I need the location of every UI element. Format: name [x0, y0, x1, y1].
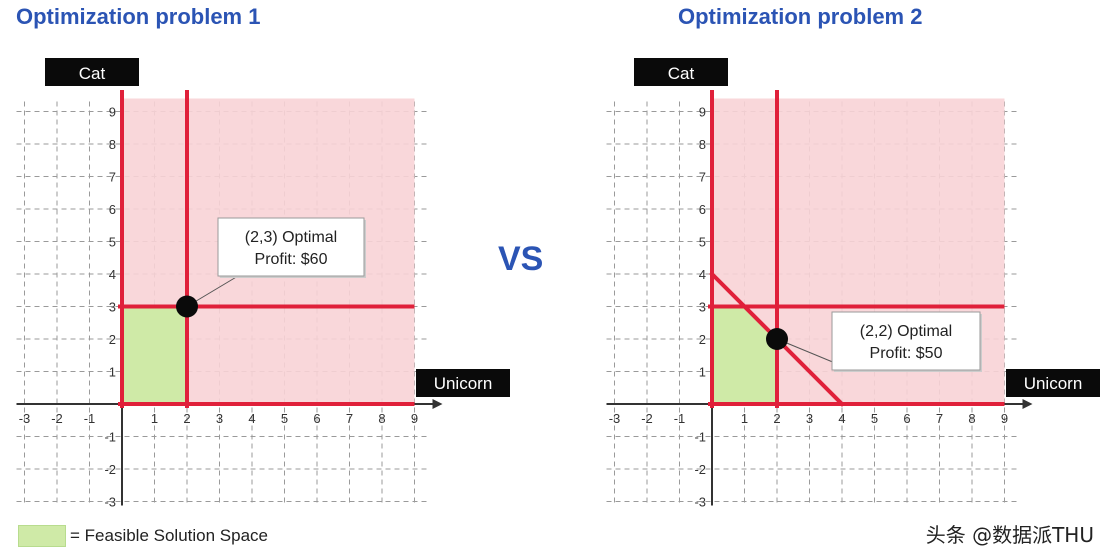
x-tick-label: 2 [773, 411, 780, 426]
y-tick-label: 1 [109, 365, 116, 380]
callout-line-2: Profit: $60 [255, 251, 328, 268]
y-tick-label: 1 [699, 365, 706, 380]
y-tick-label: 5 [699, 235, 706, 250]
y-tick-label: 3 [699, 300, 706, 315]
x-tick-label: 7 [346, 411, 353, 426]
y-axis-label-box [634, 58, 728, 86]
optimal-point [766, 328, 788, 350]
y-axis-label: Cat [79, 64, 106, 83]
y-tick-label: 8 [699, 137, 706, 152]
y-tick-label: -2 [104, 462, 116, 477]
callout-box [831, 311, 981, 371]
x-axis-label-box [416, 369, 510, 397]
feasible-region [122, 306, 187, 404]
x-tick-label: 6 [903, 411, 910, 426]
x-tick-label: 8 [968, 411, 975, 426]
y-tick-label: 5 [109, 235, 116, 250]
legend: = Feasible Solution Space [18, 524, 268, 548]
x-tick-label: 5 [281, 411, 288, 426]
x-tick-label: 8 [378, 411, 385, 426]
y-tick-label: 3 [109, 300, 116, 315]
y-tick-label: 7 [699, 170, 706, 185]
y-tick-label: 7 [109, 170, 116, 185]
x-tick-label: 4 [838, 411, 845, 426]
x-tick-label: 1 [741, 411, 748, 426]
panel-2-title: Optimization problem 2 [678, 4, 923, 29]
x-tick-label: 1 [151, 411, 158, 426]
callout-line-1: (2,3) Optimal [245, 229, 337, 246]
chart-2: -3 -2 -1 1 2 3 4 5 6 7 8 9 9 8 7 6 5 4 3 2 1 -1 -2 -3 Unicorn Cat… [606, 58, 1100, 510]
y-tick-label: 2 [699, 332, 706, 347]
x-tick-label: 2 [183, 411, 190, 426]
x-tick-label: 9 [411, 411, 418, 426]
x-tick-label: 6 [313, 411, 320, 426]
y-axis-label: Cat [668, 64, 695, 83]
callout-line-1: (2,2) Optimal [860, 323, 952, 340]
y-tick-label: 4 [699, 267, 706, 282]
y-tick-label: 9 [699, 105, 706, 120]
y-tick-label: -3 [104, 495, 116, 510]
panel-1-title: Optimization problem 1 [16, 4, 261, 29]
x-axis-arrow-icon [432, 399, 443, 409]
y-tick-label: -2 [694, 462, 706, 477]
x-tick-label: -1 [84, 411, 96, 426]
feasible-region [712, 306, 777, 404]
x-tick-label: 9 [1001, 411, 1008, 426]
x-axis-label-box [1006, 369, 1100, 397]
vs-label: VS [498, 240, 544, 278]
y-tick-label: 8 [109, 137, 116, 152]
x-tick-label: 5 [871, 411, 878, 426]
x-axis-arrow-icon [1022, 399, 1033, 409]
x-tick-label: 3 [216, 411, 223, 426]
x-tick-label: 3 [806, 411, 813, 426]
callout-box [217, 217, 365, 277]
x-tick-label: -2 [641, 411, 653, 426]
y-tick-label: 6 [109, 202, 116, 217]
x-tick-label: 4 [248, 411, 255, 426]
y-tick-label: -1 [694, 430, 706, 445]
x-tick-label: -2 [51, 411, 63, 426]
legend-text: = Feasible Solution Space [70, 526, 268, 545]
feasible-legend-swatch [18, 525, 66, 547]
y-axis-label-box [45, 58, 139, 86]
x-tick-label: -3 [19, 411, 31, 426]
y-tick-label: -3 [694, 495, 706, 510]
x-tick-label: -3 [609, 411, 621, 426]
x-tick-label: 7 [936, 411, 943, 426]
x-axis-label: Unicorn [1024, 374, 1083, 393]
y-tick-label: 4 [109, 267, 116, 282]
watermark: 头条 @数据派THU [925, 523, 1094, 547]
y-tick-label: 6 [699, 202, 706, 217]
y-tick-label: 2 [109, 332, 116, 347]
chart-1: -3 -2 -1 1 2 3 4 5 6 7 8 9 9 8 7 6 5 4 3 2 1 -1 -2 -3 Unicorn Cat… [16, 58, 510, 510]
y-tick-label: -1 [104, 430, 116, 445]
x-tick-label: -1 [674, 411, 686, 426]
y-tick-label: 9 [109, 105, 116, 120]
callout-line-2: Profit: $50 [870, 345, 943, 362]
x-axis-label: Unicorn [434, 374, 493, 393]
optimal-point [176, 295, 198, 318]
